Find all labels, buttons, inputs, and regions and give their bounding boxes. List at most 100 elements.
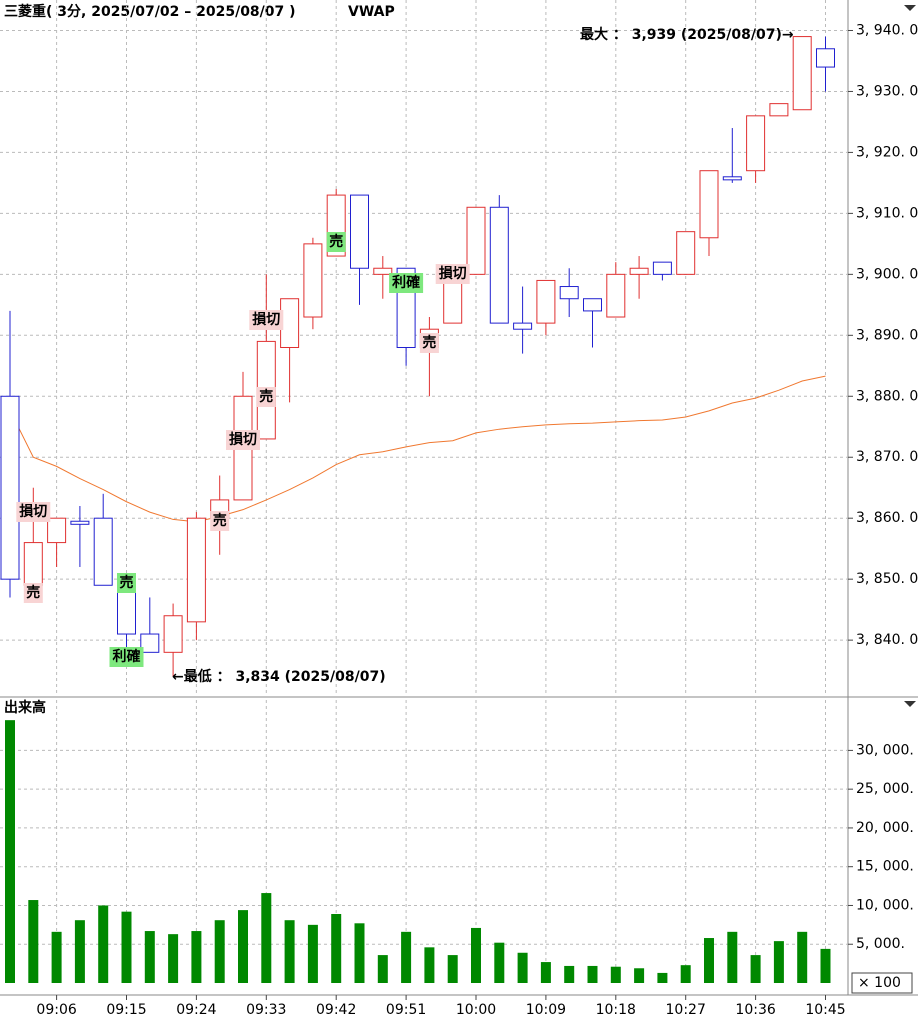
signal-label: 損切 (439, 265, 467, 282)
volume-bar (261, 893, 272, 983)
candle-body (769, 103, 789, 117)
min-annotation: ←最低 ： 3,834 (2025/08/07) (172, 668, 386, 685)
y-tick-label: 3, 930. 0 (856, 83, 918, 99)
signal-bg (326, 232, 346, 252)
dropdown-icon[interactable] (904, 5, 916, 11)
x-tick-label: 09:06 (36, 1002, 76, 1018)
signal-label: 売 (329, 233, 343, 250)
signal-bg (117, 573, 136, 593)
signal-label: 損切 (229, 431, 257, 448)
candle-body (23, 542, 43, 586)
candle-body (583, 298, 602, 312)
signal-bg (16, 502, 51, 522)
volume-bar (447, 955, 458, 983)
x-tick-label: 10:27 (666, 1002, 706, 1018)
candle-body (676, 231, 696, 275)
x-tick-label: 10:18 (596, 1002, 636, 1018)
volume-bar (238, 910, 248, 983)
volume-bar (750, 955, 761, 983)
candle-body (140, 633, 160, 653)
candle-body (163, 615, 183, 653)
candle-body (373, 267, 393, 275)
y-tick-label: 3, 860. 0 (856, 510, 918, 526)
volume-bar (28, 900, 39, 983)
x-tick-label: 09:42 (316, 1002, 356, 1018)
signal-bg (109, 647, 144, 667)
candle-body (186, 517, 206, 623)
unit-box (851, 972, 913, 994)
candle-body (559, 286, 579, 300)
candle-body (93, 517, 113, 586)
dropdown-icon[interactable] (904, 701, 916, 707)
chart-title: 三菱重( 3分, 2025/07/02 – 2025/08/07 ) (4, 3, 296, 20)
volume-bar (773, 941, 784, 983)
vwap-line (9, 375, 826, 523)
signal-label: 売 (120, 574, 134, 591)
volume-bar (191, 931, 202, 983)
volume-bar (284, 920, 295, 983)
volume-bar (820, 948, 831, 983)
y-tick-label: 3, 840. 0 (856, 632, 918, 648)
y-tick-label: 20, 000. (856, 820, 914, 836)
y-tick-label: 3, 850. 0 (856, 571, 918, 587)
volume-bar (98, 905, 109, 983)
signal-bg (389, 273, 424, 293)
y-tick-label: 3, 890. 0 (856, 327, 918, 343)
signal-bg (249, 310, 284, 330)
panel-title: 出来高 (4, 699, 46, 716)
legend-label: VWAP (348, 4, 395, 20)
signal-label: 売 (26, 584, 40, 601)
volume-bar (214, 920, 225, 983)
y-tick-label: 5, 000. (856, 936, 905, 952)
x-tick-label: 09:33 (246, 1002, 286, 1018)
y-tick-label: 25, 000. (856, 781, 914, 797)
x-tick-label: 09:15 (106, 1002, 146, 1018)
volume-bar (797, 931, 808, 983)
x-tick-label: 10:09 (526, 1002, 566, 1018)
candle-body (606, 273, 626, 318)
y-tick-label: 3, 940. 0 (856, 22, 918, 38)
signal-bg (226, 430, 260, 450)
signal-label: 利確 (392, 274, 420, 291)
y-tick-label: 3, 900. 0 (856, 266, 918, 282)
volume-bar (727, 931, 738, 983)
signal-bg (23, 583, 43, 603)
signal-bg (210, 511, 230, 531)
volume-bar (610, 966, 621, 983)
volume-bar (657, 972, 668, 983)
signal-bg (435, 264, 470, 284)
unit-label: × 100 (858, 975, 901, 991)
volume-bar (587, 965, 598, 983)
signal-label: 損切 (252, 311, 280, 328)
x-tick-label: 10:00 (456, 1002, 496, 1018)
volume-bar (307, 924, 318, 983)
candle-body (629, 267, 649, 275)
candle-body (792, 36, 812, 111)
signal-label: 売 (422, 334, 436, 351)
candle-body (513, 322, 533, 330)
y-tick-label: 3, 910. 0 (856, 205, 918, 221)
candle-body (722, 176, 742, 181)
volume-bar (144, 931, 155, 983)
volume-bar (377, 955, 388, 983)
signal-bg (256, 387, 276, 407)
y-tick-label: 3, 920. 0 (856, 144, 918, 160)
signal-label: 利確 (113, 648, 141, 665)
candle-body (466, 206, 486, 275)
candle-body (350, 194, 369, 269)
candle-body (652, 261, 672, 275)
signal-label: 売 (259, 388, 273, 405)
volume-bar (517, 952, 528, 983)
volume-bar (494, 942, 505, 983)
candle-body (303, 243, 323, 318)
candle-body (280, 298, 300, 348)
candle-body (47, 517, 67, 544)
volume-bar (354, 923, 365, 983)
volume-bar (680, 965, 691, 983)
candle-body (0, 395, 20, 580)
volume-bar (5, 720, 15, 983)
volume-bar (168, 934, 179, 983)
volume-bar (74, 920, 85, 983)
